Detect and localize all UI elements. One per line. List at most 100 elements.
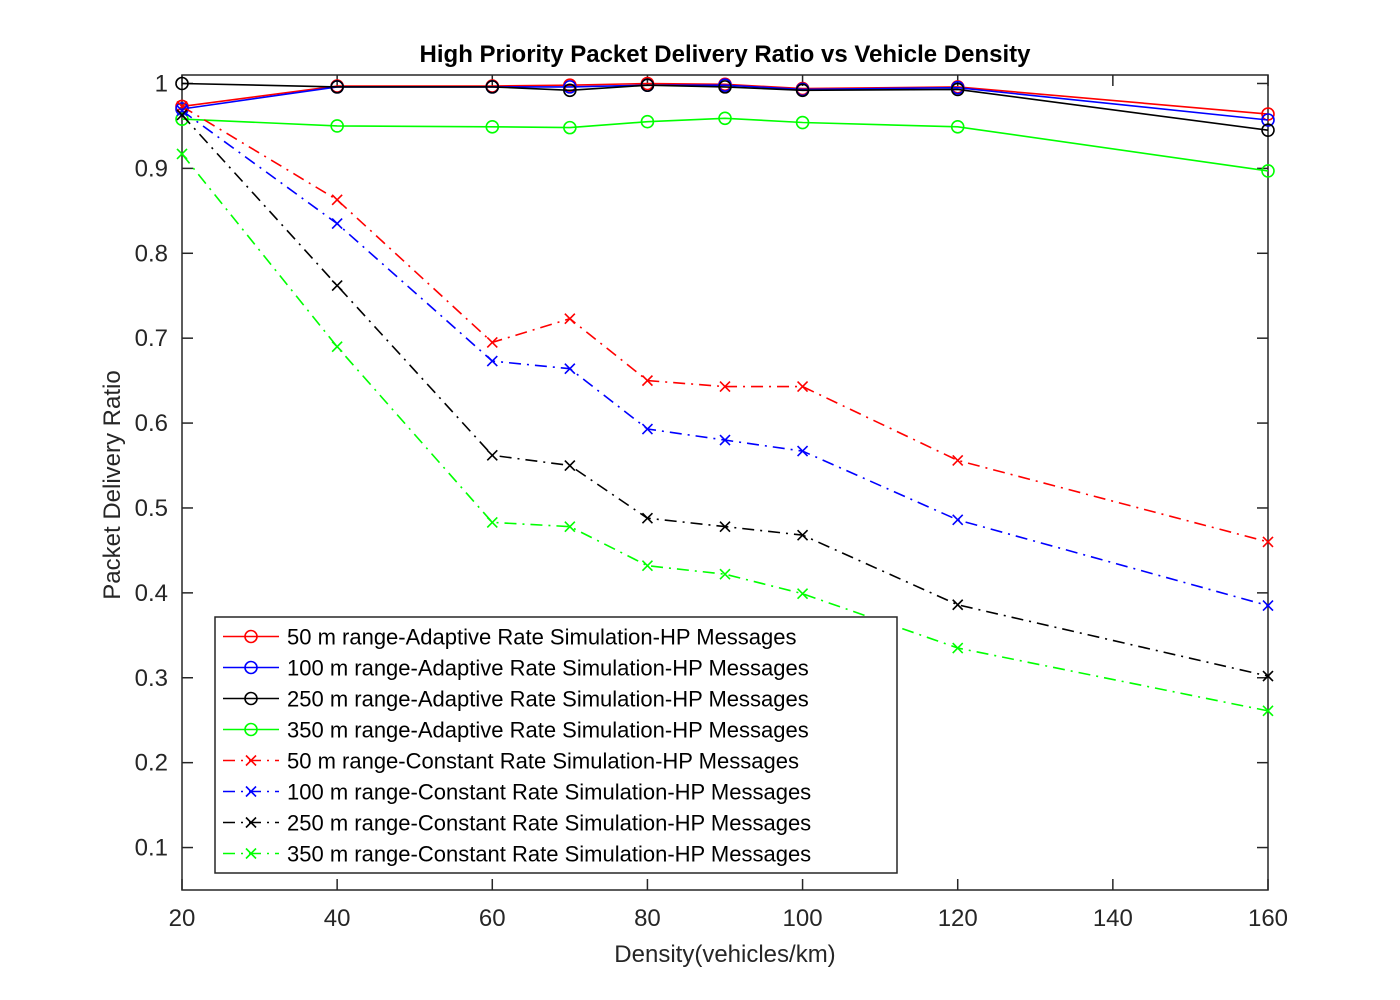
data-point [486,449,498,461]
legend-label: 50 m range-Adaptive Rate Simulation-HP M… [287,625,797,650]
data-point [1261,107,1275,121]
data-point [486,355,498,367]
data-point [641,423,653,435]
data-point [641,375,653,387]
data-point [1261,164,1275,178]
x-tick-label: 100 [783,905,823,932]
x-tick-label: 20 [169,905,196,932]
data-point [1262,600,1274,612]
data-point [797,445,809,457]
data-point [244,629,258,644]
y-axis-title: Packet Delivery Ratio [99,370,126,599]
data-point [640,78,655,92]
data-point [1262,705,1274,717]
data-point [950,82,965,97]
data-point [564,459,576,472]
data-point [486,336,498,348]
series-line [181,153,1269,712]
data-point [245,785,257,798]
data-point [244,722,258,737]
chart-title: High Priority Packet Delivery Ratio vs V… [420,41,1032,68]
legend-label: 100 m range-Adaptive Rate Simulation-HP … [287,656,809,681]
y-tick-label: 1 [155,70,168,97]
data-point [244,691,258,706]
data-point [641,560,653,572]
data-point [331,194,343,206]
x-tick-label: 120 [938,905,978,932]
data-point [718,80,732,94]
legend-entry: 350 m range-Constant Rate Simulation-HP … [223,842,811,867]
legend-entry: 50 m range-Constant Rate Simulation-HP M… [223,749,799,774]
data-point [245,754,257,767]
legend-entry: 100 m range-Constant Rate Simulation-HP … [223,780,811,805]
data-point [952,642,964,654]
y-tick-label: 0.9 [135,155,168,182]
series-6 [176,105,1274,612]
data-point [485,80,500,94]
data-point [485,119,500,134]
data-point [563,83,577,98]
y-tick-label: 0.6 [135,410,168,437]
legend-entry: 250 m range-Constant Rate Simulation-HP … [223,811,811,836]
plot-frame [181,74,1269,891]
legend-box [214,616,898,874]
series-7 [176,109,1274,682]
data-point [718,111,732,126]
x-tick-label: 140 [1093,905,1133,932]
legend-entry: 100 m range-Adaptive Rate Simulation-HP … [223,656,809,681]
data-point [797,529,809,541]
data-point [1261,123,1275,137]
series-5 [176,100,1274,548]
legend-entry: 50 m range-Adaptive Rate Simulation-HP M… [223,625,797,650]
data-point [330,80,344,94]
legend-label: 250 m range-Constant Rate Simulation-HP … [287,811,811,836]
series-8 [176,148,1274,717]
legend: 50 m range-Adaptive Rate Simulation-HP M… [214,616,898,874]
data-point [176,148,188,160]
axes: 20 40 60 80 100 120 140 160 0.1 0.2 0.3 0.4 0.5 0.6 0.… [135,70,1288,932]
legend-entry: 250 m range-Adaptive Rate Simulation-HP … [223,687,809,712]
data-point [564,313,576,325]
data-point [564,363,576,375]
data-point [176,100,188,112]
data-point [952,454,964,466]
data-point [950,119,965,134]
series-line [181,117,1269,172]
y-tick-label: 0.8 [135,240,168,267]
x-tick-label: 60 [479,905,506,932]
legend-label: 350 m range-Constant Rate Simulation-HP … [287,842,811,867]
data-point [952,599,964,611]
data-point [1262,670,1274,682]
legend-label: 50 m range-Constant Rate Simulation-HP M… [287,749,799,774]
data-point [640,114,655,129]
series-3 [175,76,1275,137]
x-axis-title: Density(vehicles/km) [614,941,835,968]
data-point [331,341,343,353]
data-point [176,109,188,121]
data-point [719,521,731,533]
data-point [331,218,343,230]
data-point [719,568,731,580]
data-point [244,660,258,675]
data-point [176,105,188,117]
series-line [181,82,1269,131]
y-tick-label: 0.4 [135,580,168,607]
data-point [952,514,964,526]
x-tick-label: 160 [1248,905,1288,932]
data-point [175,112,189,126]
legend-label: 350 m range-Adaptive Rate Simulation-HP … [287,718,809,743]
plot-area [175,76,1275,717]
data-point [330,119,344,133]
data-point [1261,113,1275,127]
data-point [797,381,809,393]
x-tick-label: 40 [324,905,351,932]
data-point [797,588,809,600]
data-point [1262,536,1274,548]
y-tick-label: 0.1 [135,835,168,862]
x-tick-label: 80 [634,905,661,932]
y-tick-label: 0.5 [135,495,168,522]
data-point [795,115,810,130]
data-point [563,80,577,94]
data-point [245,816,257,829]
